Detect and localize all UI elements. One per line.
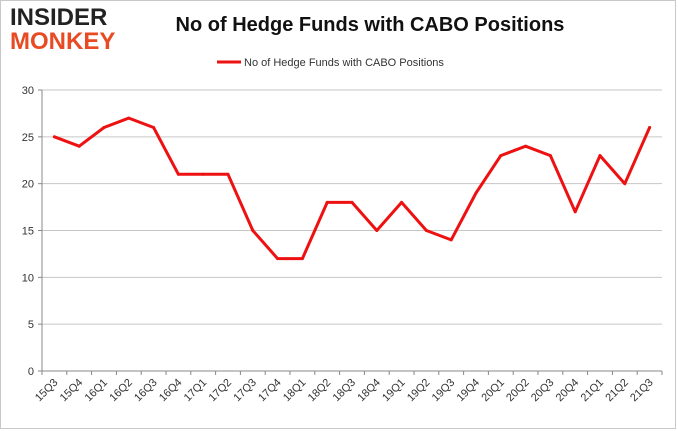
- data-point: [598, 154, 602, 158]
- x-tick-label: 19Q3: [430, 377, 458, 405]
- x-tick-label: 20Q2: [504, 377, 532, 405]
- data-point: [176, 172, 180, 176]
- data-point: [201, 172, 205, 176]
- x-tick-label: 15Q3: [33, 377, 61, 405]
- legend: No of Hedge Funds with CABO Positions: [217, 57, 444, 69]
- x-tick-label: 17Q1: [182, 377, 210, 405]
- insider-monkey-logo: INSIDER MONKEY: [10, 6, 128, 56]
- data-point: [152, 125, 156, 129]
- data-point: [623, 182, 627, 186]
- data-point: [400, 200, 404, 204]
- x-tick-label: 19Q2: [405, 377, 433, 405]
- data-point: [449, 238, 453, 242]
- data-point: [226, 172, 230, 176]
- logo-line-2: MONKEY: [10, 28, 116, 55]
- x-tick-label: 20Q3: [529, 377, 557, 405]
- series-line-0: [52, 116, 652, 261]
- data-point: [548, 154, 552, 158]
- x-tick-label: 18Q3: [331, 377, 359, 405]
- x-tick-label: 21Q2: [603, 377, 631, 405]
- data-point: [573, 210, 577, 214]
- x-tick-label: 17Q4: [256, 377, 284, 405]
- x-tick-label: 20Q1: [479, 377, 507, 405]
- x-tick-label: 20Q4: [554, 377, 582, 405]
- y-tick-label: 25: [22, 132, 34, 144]
- y-tick-label: 15: [22, 226, 34, 238]
- plot-area: [52, 116, 652, 261]
- data-point: [276, 257, 280, 261]
- data-point: [474, 191, 478, 195]
- x-tick-label: 16Q3: [132, 377, 160, 405]
- x-tick-label: 18Q4: [355, 377, 383, 405]
- data-point: [424, 229, 428, 232]
- x-tick-label: 17Q2: [207, 377, 235, 405]
- chart-title: No of Hedge Funds with CABO Positions: [175, 14, 565, 36]
- y-tick-label: 0: [28, 366, 34, 378]
- data-point: [300, 257, 304, 261]
- y-tick-label: 10: [22, 272, 34, 284]
- data-point: [350, 200, 354, 204]
- x-tick-label: 15Q4: [58, 377, 86, 405]
- data-point: [524, 144, 528, 148]
- x-tick-label: 16Q2: [107, 377, 135, 405]
- y-tick-label: 5: [28, 319, 34, 331]
- y-axis: 0 5 10 15 20 25 30: [22, 85, 43, 378]
- data-point: [375, 229, 379, 232]
- x-tick-label: 19Q4: [455, 377, 483, 405]
- y-tick-label: 30: [22, 85, 34, 97]
- x-tick-label: 21Q1: [579, 377, 607, 405]
- x-tick-label: 16Q4: [157, 377, 185, 405]
- data-point: [77, 144, 81, 148]
- grid-lines: [42, 89, 662, 372]
- data-point: [102, 125, 106, 129]
- x-tick-label: 19Q1: [380, 377, 408, 405]
- data-point: [648, 125, 652, 129]
- data-point: [499, 154, 503, 158]
- data-point: [127, 116, 131, 120]
- x-tick-label: 18Q2: [306, 377, 334, 405]
- data-point: [251, 229, 255, 232]
- legend-label: No of Hedge Funds with CABO Positions: [244, 57, 444, 69]
- y-tick-label: 20: [22, 179, 34, 191]
- x-tick-label: 21Q3: [628, 377, 656, 405]
- logo-line-1: INSIDER: [10, 4, 108, 31]
- data-point: [325, 200, 329, 204]
- x-axis: 15Q315Q416Q116Q216Q316Q417Q117Q217Q317Q4…: [33, 370, 663, 405]
- x-tick-label: 16Q1: [83, 377, 111, 405]
- x-tick-label: 18Q1: [281, 377, 309, 405]
- x-tick-label: 17Q3: [231, 377, 259, 405]
- data-point: [52, 135, 56, 139]
